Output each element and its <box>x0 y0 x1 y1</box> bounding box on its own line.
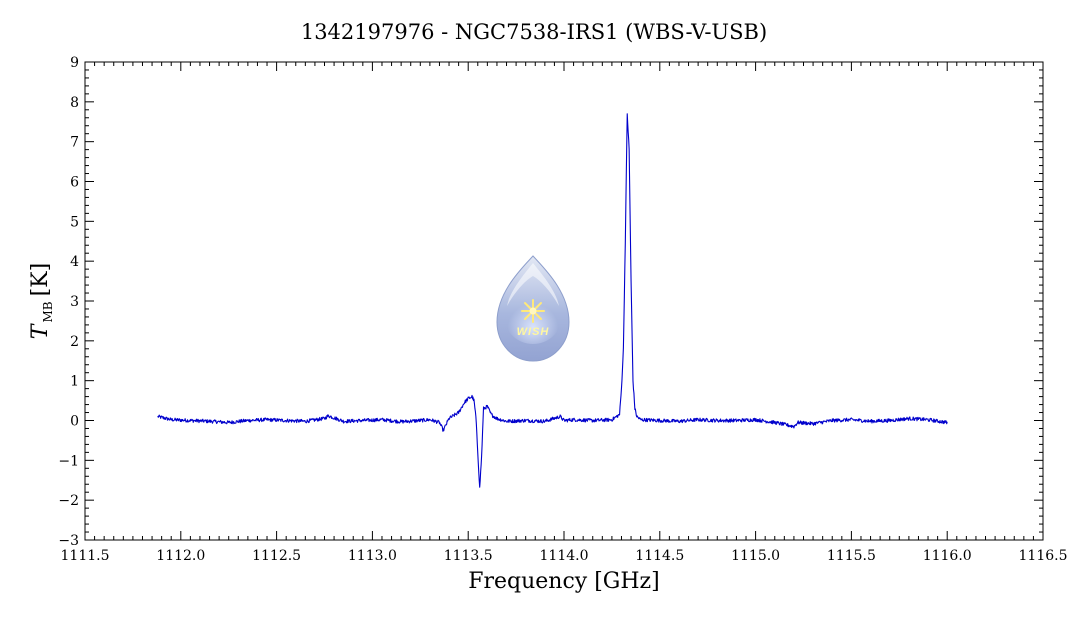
x-tick-label: 1112.5 <box>252 548 301 564</box>
x-tick-label: 1115.0 <box>731 548 780 564</box>
y-tick-label: 7 <box>70 135 79 151</box>
x-tick-labels: 1111.5 1112.0 1112.5 1113.0 1113.5 1114.0 1114… <box>61 548 1067 564</box>
x-tick-label: 1113.5 <box>444 548 493 564</box>
wish-logo: WISH <box>496 255 570 362</box>
y-tick-label: 2 <box>70 334 79 350</box>
wish-drop-highlight <box>507 263 559 306</box>
y-tick-label: 5 <box>70 214 79 230</box>
y-axis-unit: [K] <box>28 263 53 297</box>
y-tick-label: 0 <box>70 414 79 430</box>
y-axis-subscript: MB <box>41 301 55 322</box>
x-tick-label: 1116.5 <box>1019 548 1067 564</box>
wish-logo-text: WISH <box>517 326 550 338</box>
spectrum-line <box>157 113 948 488</box>
x-tick-label: 1111.5 <box>61 548 110 564</box>
y-tick-label: 4 <box>70 254 79 270</box>
axis-ticks <box>84 61 1044 541</box>
y-tick-label: −1 <box>58 453 79 469</box>
x-tick-label: 1116.0 <box>923 548 972 564</box>
x-axis-label: Frequency [GHz] <box>468 569 660 594</box>
y-tick-labels: −3 −2 −1 0 1 2 3 4 5 6 7 8 9 <box>58 55 79 549</box>
y-tick-label: 6 <box>70 175 79 191</box>
star-core <box>529 307 537 315</box>
chart-title: 1342197976 - NGC7538-IRS1 (WBS-V-USB) <box>301 20 767 44</box>
y-tick-label: 9 <box>70 55 79 71</box>
y-tick-label: 3 <box>70 294 79 310</box>
x-tick-label: 1114.5 <box>635 548 684 564</box>
y-axis-symbol: T <box>28 322 53 339</box>
y-tick-label: −3 <box>58 533 79 549</box>
x-tick-label: 1113.0 <box>348 548 397 564</box>
y-tick-label: 8 <box>70 95 79 111</box>
y-axis-label: TMB [K] <box>28 263 55 339</box>
x-tick-label: 1114.0 <box>540 548 589 564</box>
x-tick-label: 1112.0 <box>156 548 205 564</box>
y-tick-label: −2 <box>58 493 79 509</box>
y-tick-label: 1 <box>70 374 79 390</box>
x-tick-label: 1115.5 <box>827 548 876 564</box>
